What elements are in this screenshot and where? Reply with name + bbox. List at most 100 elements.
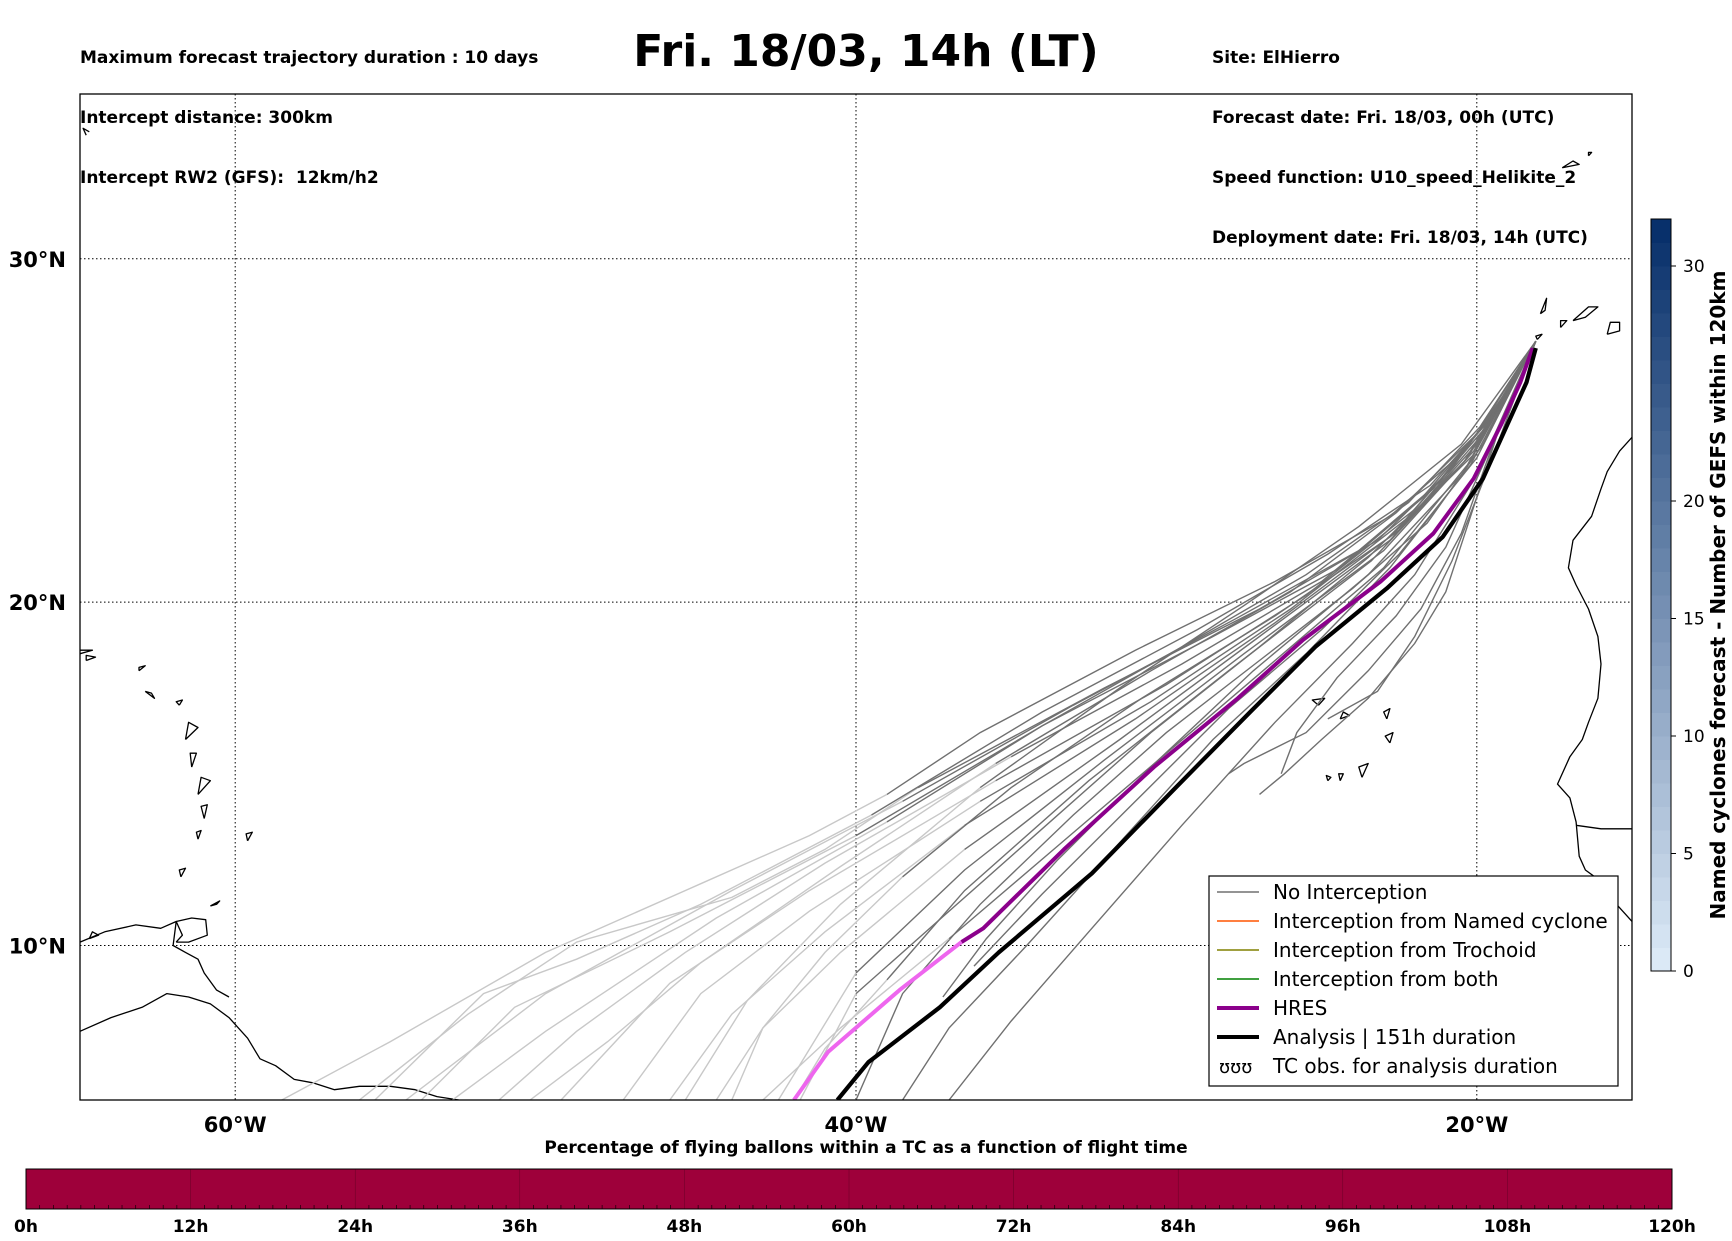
timebar-tick-label: 108h [1484,1217,1532,1237]
island-cape-verde [1325,774,1332,782]
island-madeira [1587,151,1593,157]
colorbar-segment [1651,430,1671,455]
ensemble-member-late [731,876,904,1100]
colorbar-segment [1651,712,1671,737]
timebar-tick-label: 120h [1648,1217,1696,1237]
colorbar-segment [1651,242,1671,267]
island-canary-islands [1559,319,1568,328]
legend-entry-label: No Interception [1273,880,1427,904]
ensemble-member-late [374,814,872,1100]
coastline-gambia [1576,824,1632,830]
timebar-tick-label: 60h [831,1217,867,1237]
ensemble-member [886,340,1537,823]
colorbar-segment [1651,571,1671,596]
legend-entry-label: Interception from both [1273,967,1499,991]
info-trajectory-duration: Maximum forecast trajectory duration : 1… [80,48,539,68]
coastline-venezuela-coast [80,920,230,998]
colorbar-tick-label: 20 [1683,492,1705,512]
colorbar-segment [1651,266,1671,290]
ensemble-member [855,340,1537,995]
colorbar-tick-label: 15 [1683,610,1705,630]
lat-tick-label: 10°N [9,934,66,958]
ensemble-member-late [762,938,950,1100]
info-site: Site: ElHierro [1212,48,1340,68]
legend-entry-label: HRES [1273,996,1327,1020]
colorbar-segment [1651,219,1671,243]
colorbar-segment [1651,806,1671,831]
timebar-tick-label: 84h [1160,1217,1196,1237]
trajectories [281,340,1538,1100]
colorbar-segment [1651,477,1671,502]
colorbar-segment [1651,360,1671,384]
colorbar-tick-label: 30 [1683,257,1705,277]
axis-tick-labels: 60°W 40°W 20°W 30°N 20°N 10°N [9,248,1509,1137]
ensemble-member-late [281,793,888,1100]
colorbar-segment [1651,383,1671,408]
island-caribbean-misc [82,127,90,136]
timebar-tick-label: 12h [173,1217,209,1237]
colorbar-segment [1651,900,1671,925]
ensemble-member-late [622,800,981,1100]
hres-trajectory-late [792,940,963,1100]
hres-trajectory [960,347,1535,944]
colorbar-segment [1651,454,1671,478]
island-lesser-antilles [85,654,97,662]
colorbar-tick-label: 5 [1683,845,1694,865]
legend: No Interception Interception from Named c… [1208,875,1619,1087]
colorbar-segment [1651,759,1671,784]
island-canary-islands [1572,306,1599,322]
ensemble-member-late [777,972,857,1100]
time-colorbar: 0h 12h 24h 36h 48h 60h 72h 84h 96h 108h 120h [14,1168,1696,1237]
legend-box [1208,875,1619,1087]
header-right-info: Site: ElHierro Forecast date: Fri. 18/03… [1212,8,1588,268]
coastlines [80,127,1632,1100]
island-lesser-antilles [144,690,156,699]
colorbar-segment [1651,947,1671,972]
ensemble-member [855,340,1537,974]
ensemble-member [973,340,1537,967]
island-madeira [1561,160,1580,169]
island-canary-islands [1535,333,1543,340]
lon-tick-label: 60°W [204,1113,267,1137]
timebar-fill [25,1168,1673,1210]
coastline-trinidad [175,917,208,943]
info-intercept-rw2: Intercept RW2 (GFS): 12km/h2 [80,168,379,188]
colorbar-segment [1651,313,1671,337]
lat-tick-label: 20°N [9,591,66,615]
timebar-tick-label: 48h [667,1217,703,1237]
island-canary-islands [1539,297,1548,315]
timebar-tick-label: 24h [337,1217,373,1237]
map-border [79,93,1633,1101]
colorbar-segment [1651,289,1671,314]
island-cape-verde [1338,773,1344,781]
info-speed-function: Speed function: U10_speed_Helikite_2 [1212,168,1577,188]
colorbar-segment [1651,877,1671,901]
ensemble-member-late [560,780,997,1100]
ensemble-member-late [684,787,981,1100]
timebar-tick-label: 72h [996,1217,1032,1237]
colorbar-segment [1651,853,1671,878]
ensemble-member-late [498,756,1012,1100]
colorbar-segment [1651,783,1671,807]
colorbar-segment [1651,689,1671,713]
info-deployment-date: Deployment date: Fri. 18/03, 14h (UTC) [1212,228,1588,248]
coastline-south-america [80,992,459,1100]
colorbar-segment [1651,642,1671,666]
ensemble-member [902,340,1537,878]
colorbar-segment [1651,665,1671,690]
legend-entry-label: TC obs. for analysis duration [1272,1054,1558,1078]
map-panel: 60°W 40°W 20°W 30°N 20°N 10°N [9,93,1633,1137]
lat-tick-label: 30°N [9,248,66,272]
header-left-info: Maximum forecast trajectory duration : 1… [80,8,538,208]
ensemble-member-late [715,848,966,1100]
colorbar-segment [1651,830,1671,854]
colorbar-segment [1651,336,1671,361]
colorbar-segment [1651,548,1671,572]
colorbar-label: Named cyclones forecast - Number of GEFS… [1706,271,1730,920]
timebar-tick-label: 0h [14,1217,38,1237]
island-cape-verde [1339,711,1351,720]
info-forecast-date: Forecast date: Fri. 18/03, 00h (UTC) [1212,108,1555,128]
coastline-west-africa [1556,436,1632,922]
legend-entry-label: Interception from Trochoid [1273,938,1537,962]
